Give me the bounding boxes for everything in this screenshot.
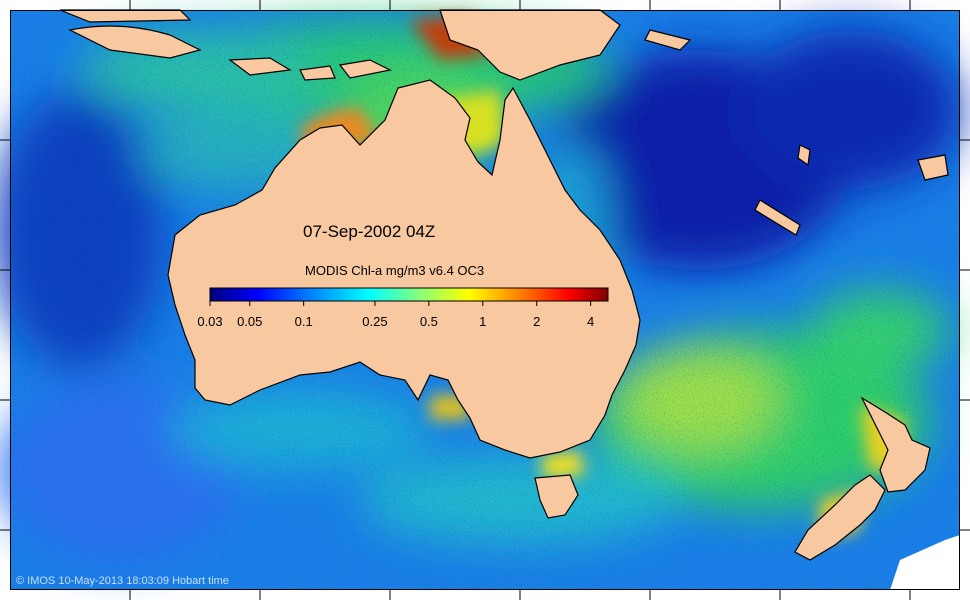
- colorbar-ticks: 0.03 0.05 0.1 0.25 0.5 1 2 4: [197, 301, 594, 329]
- tasmania: [534, 474, 579, 519]
- colorbar: MODIS Chl-a mg/m3 v6.4 OC3 0.03 0.05 0.1 0.…: [197, 263, 609, 329]
- colorbar-tick-label: 0.25: [362, 314, 387, 329]
- new-zealand-south-island: [794, 474, 886, 561]
- colorbar-tick-label: 4: [587, 314, 594, 329]
- colorbar-title: MODIS Chl-a mg/m3 v6.4 OC3: [305, 263, 484, 278]
- new-guinea: [439, 9, 621, 81]
- australia-landmass: [167, 79, 641, 459]
- new-zealand-north-island: [860, 396, 931, 493]
- credit-text: © IMOS 10-May-2013 18:03:09 Hobart time: [16, 575, 229, 587]
- colorbar-tick-label: 2: [533, 314, 540, 329]
- date-label: 07-Sep-2002 04Z: [303, 222, 435, 241]
- colorbar-tick-label: 0.03: [197, 314, 222, 329]
- colorbar-tick-label: 0.05: [237, 314, 262, 329]
- new-caledonia: [754, 199, 801, 236]
- colorbar-tick-label: 0.1: [295, 314, 313, 329]
- colorbar-tick-label: 1: [479, 314, 486, 329]
- colorbar-tick-label: 0.5: [420, 314, 438, 329]
- land: [59, 9, 949, 561]
- indonesia-islands: [68, 25, 202, 59]
- colorbar-gradient: [209, 287, 609, 302]
- sea-ice-edge: [890, 535, 960, 590]
